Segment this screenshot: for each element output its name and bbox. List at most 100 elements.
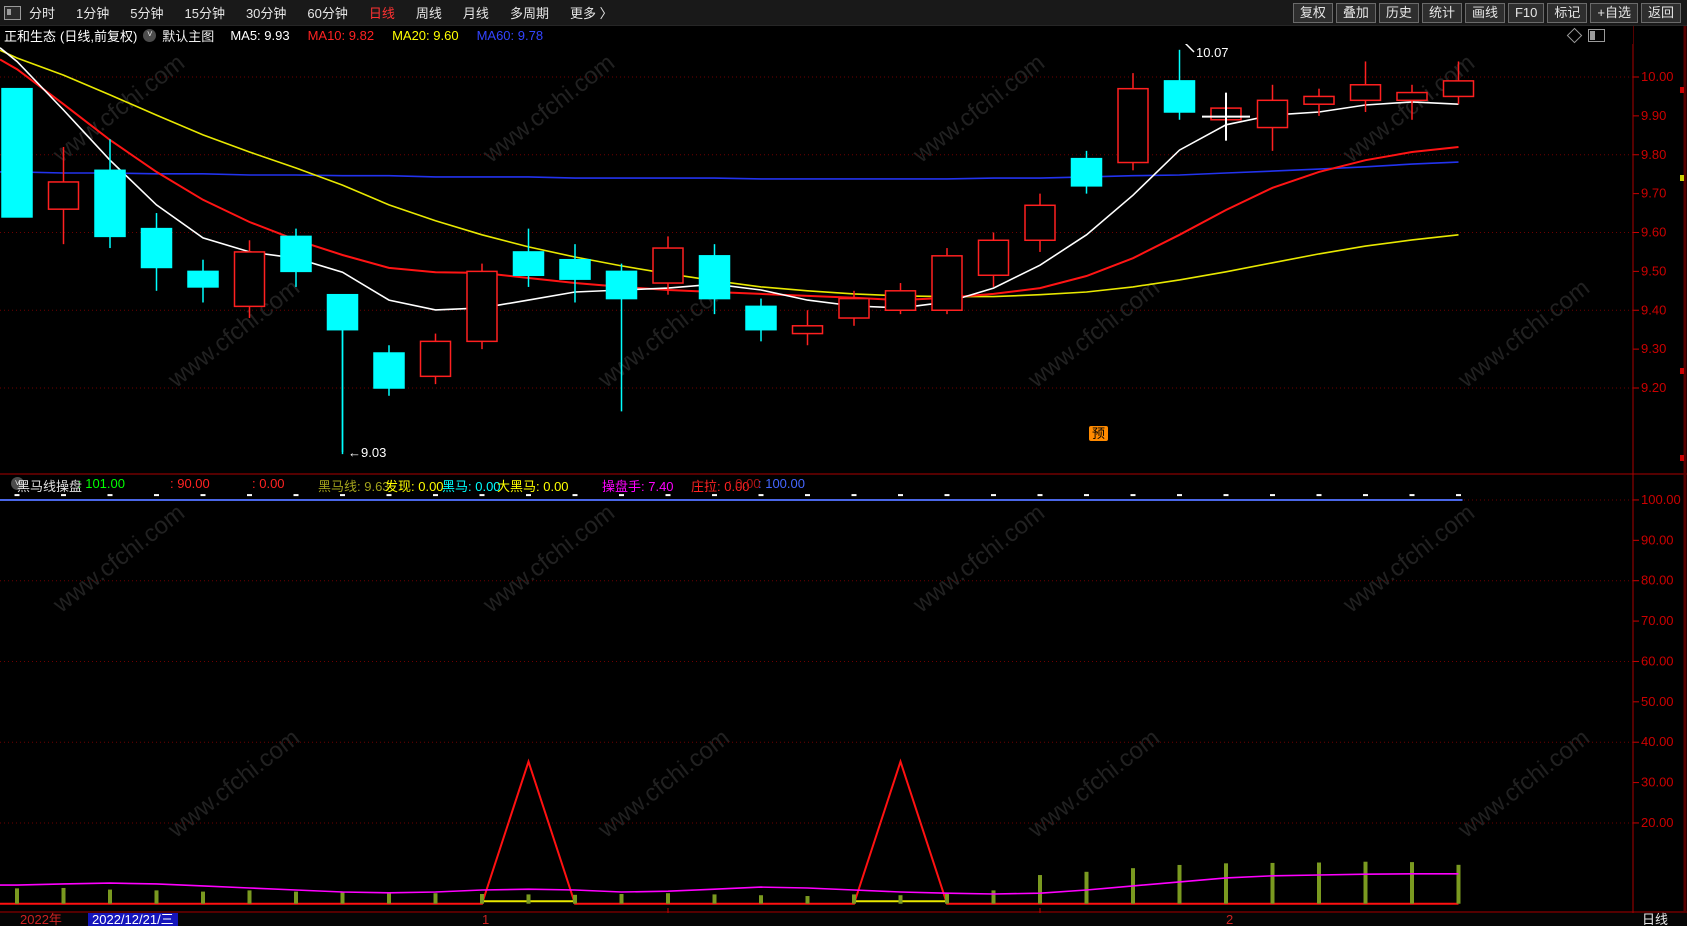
candle-body — [977, 239, 1010, 277]
period-tab-9[interactable]: 月线 — [462, 6, 489, 21]
candle-body — [47, 181, 80, 210]
indicator-value-label: 发现: 0.00 — [385, 479, 444, 494]
sub-axis-label: 80.00 — [1641, 573, 1674, 588]
indicator-value-label: : 90.00 — [170, 476, 210, 491]
toolbar-button-1[interactable]: 复权 — [1292, 2, 1333, 23]
candle-body — [698, 255, 731, 300]
candle-body — [1303, 95, 1335, 105]
toolbar-button-2[interactable]: 叠加 — [1335, 2, 1376, 23]
candle-body — [1117, 87, 1149, 164]
main-axis-label: 9.20 — [1641, 380, 1666, 395]
candle-body — [94, 169, 126, 238]
candle-body — [419, 340, 452, 378]
main-axis-label: 9.80 — [1641, 147, 1666, 162]
candle-body — [140, 227, 173, 269]
candle-body — [233, 251, 266, 308]
period-tab-2[interactable]: 1分钟 — [76, 6, 110, 21]
low-price-annotation: ←9.03 — [348, 445, 387, 460]
period-tab-5[interactable]: 30分钟 — [245, 6, 287, 21]
panel-toggle-icon[interactable] — [4, 5, 21, 20]
ma-legend: MA5: 9.93 MA10: 9.82 MA20: 9.60 MA60: 9.78 — [230, 28, 561, 43]
period-tab-10[interactable]: 多周期 — [509, 6, 549, 21]
period-label: (日线,前复权) — [60, 28, 138, 44]
window-split-icon[interactable] — [1588, 28, 1605, 42]
period-tab-6[interactable]: 60分钟 — [307, 6, 348, 21]
sub-axis-label: 40.00 — [1641, 734, 1674, 749]
indicator-value-label: 大黑马: 0.00 — [497, 479, 569, 494]
candle-body — [745, 305, 777, 331]
candle-body — [1, 87, 33, 218]
main-axis-label: 10.00 — [1641, 69, 1674, 84]
sub-axis-label: 20.00 — [1641, 815, 1674, 830]
sub-axis-label: 70.00 — [1641, 613, 1674, 628]
candle-body — [838, 297, 870, 319]
candle-body — [1256, 99, 1289, 129]
toolbar-button-9[interactable]: 返回 — [1640, 2, 1681, 23]
candle-body — [373, 352, 405, 389]
chevron-down-icon[interactable]: ˅ — [11, 477, 24, 490]
toolbar-button-4[interactable]: 统计 — [1421, 2, 1462, 23]
indicator-value-label: 操盘手: 7.40 — [602, 479, 674, 494]
candle-body — [791, 325, 824, 335]
candle-body — [605, 270, 638, 300]
toolbar-button-7[interactable]: 标记 — [1547, 2, 1588, 23]
candle-body — [187, 270, 219, 288]
axis-date-label[interactable]: 2022/12/21/三 — [88, 913, 178, 926]
title-bar: 正和生态 (日线,前复权) ˅ 默认主图 MA5: 9.93 MA10: 9.82… — [0, 26, 1633, 44]
candle-body — [1442, 80, 1475, 98]
candle-body — [466, 270, 498, 343]
sub-axis-label: 60.00 — [1641, 653, 1674, 668]
main-axis-label: 9.60 — [1641, 225, 1666, 240]
diamond-icon[interactable] — [1566, 27, 1583, 43]
ma-value-label: MA5: 9.93 — [230, 27, 290, 43]
candle-body — [326, 293, 359, 331]
candle-body — [652, 247, 684, 284]
indicator-header: ˅ 黑马线操盘: 101.00 : 90.00 : 0.00 黑马线: 9.63 发现:… — [0, 476, 1633, 494]
candle-body — [280, 235, 312, 273]
caopanshou-line — [0, 872, 1459, 895]
indicator-value-label: : 100.00 — [758, 476, 805, 491]
indicator-value-label: : 0.00 — [252, 476, 285, 491]
axis-marker-2: 2 — [1226, 912, 1234, 926]
period-tab-4[interactable]: 15分钟 — [184, 6, 225, 21]
alert-badge[interactable]: 预 — [1089, 426, 1109, 441]
period-tab-7[interactable]: 日线 — [368, 6, 395, 21]
main-axis-label: 9.30 — [1641, 341, 1666, 356]
candle-body — [1024, 204, 1056, 242]
ma-value-label: MA20: 9.60 — [392, 27, 459, 43]
indicator-value-label: 黑马: 0.00 — [442, 479, 501, 494]
stock-name: 正和生态 — [4, 28, 57, 44]
indicator-value-label: 黑马线: 9.63 — [318, 479, 390, 494]
ma60-line — [0, 161, 1459, 180]
ma-value-label: MA10: 9.82 — [307, 27, 375, 43]
period-tab-1[interactable]: 分时 — [29, 6, 56, 21]
ma-value-label: MA60: 9.78 — [476, 27, 544, 43]
indicator-value-label: : 0.00 — [728, 476, 761, 491]
candle-body — [931, 255, 963, 311]
period-tab-11[interactable]: 更多 〉 — [569, 6, 613, 21]
candle-body — [884, 290, 917, 311]
period-tab-8[interactable]: 周线 — [415, 6, 442, 21]
candle-body — [1070, 157, 1103, 187]
sub-axis-label: 100.00 — [1641, 492, 1681, 507]
main-axis-label: 9.90 — [1641, 108, 1666, 123]
toolbar-button-3[interactable]: 历史 — [1378, 2, 1419, 23]
toolbar-button-6[interactable]: F10 — [1507, 2, 1545, 23]
candle-body — [559, 258, 591, 280]
indicator-value-label: 黑马线操盘 — [17, 479, 83, 494]
indicator-value-label: : 101.00 — [78, 476, 125, 491]
toolbar-button-5[interactable]: 画线 — [1464, 2, 1505, 23]
axis-period-label: 日线 — [1642, 912, 1669, 926]
zhuangla-line — [0, 758, 1459, 905]
high-price-annotation: 10.07 — [1196, 45, 1229, 60]
axis-marker-1: 1 — [482, 912, 490, 926]
period-menu: 分时 1分钟 5分钟 15分钟 30分钟 60分钟 日线 周线 月线 多周期 更多 〉 — [29, 3, 613, 22]
toolbar-button-8[interactable]: +自选 — [1590, 2, 1638, 23]
layout-label[interactable]: 默认主图 — [162, 28, 215, 44]
period-tab-3[interactable]: 5分钟 — [130, 6, 164, 21]
main-axis-label: 9.50 — [1641, 263, 1666, 278]
candle-body — [1396, 91, 1428, 102]
chevron-down-icon[interactable]: ˅ — [143, 28, 157, 42]
